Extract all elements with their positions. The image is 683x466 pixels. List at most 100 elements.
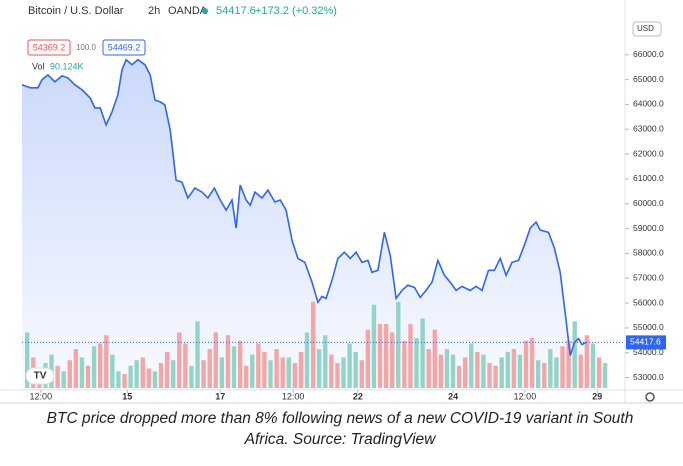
last-price-tag-label: 54417.6 [630, 337, 661, 347]
y-tick-label: 61000.0 [633, 173, 664, 183]
y-tick-label: 57000.0 [633, 273, 664, 283]
y-tick-label: 59000.0 [633, 223, 664, 233]
volume-bar [134, 360, 139, 388]
volume-bar [408, 324, 413, 388]
volume-bar [335, 363, 340, 388]
volume-bar [481, 354, 486, 388]
x-tick-label: 22 [353, 391, 363, 401]
currency[interactable]: USD [637, 24, 654, 33]
volume-bar [487, 363, 492, 388]
volume-bar [523, 340, 529, 388]
volume-bar [85, 365, 91, 388]
volume-bar [262, 351, 267, 388]
interval: 2h [148, 5, 160, 17]
y-tick-label: 65000.0 [633, 74, 664, 84]
y-tick-label: 53000.0 [633, 372, 664, 382]
source: OANDA [168, 5, 208, 17]
volume-bar [231, 346, 237, 388]
volume-bar [420, 318, 425, 388]
y-tick-label: 55000.0 [633, 322, 664, 332]
volume-bar [475, 351, 480, 388]
y-tick-label: 64000.0 [633, 99, 664, 109]
volume-bar [390, 332, 395, 388]
volume-title: Vol [32, 61, 45, 71]
volume-bar [402, 340, 407, 388]
volume-bar [91, 346, 97, 388]
volume-bar [463, 357, 468, 388]
volume-bar [292, 363, 298, 388]
volume-bar [237, 340, 243, 388]
last-price: 54417.6 [216, 5, 256, 17]
y-tick-label: 60000.0 [633, 198, 664, 208]
volume-bar [359, 360, 364, 388]
volume-bar [171, 360, 176, 388]
volume-bar [98, 343, 103, 388]
volume-bar [529, 338, 535, 388]
ask-box[interactable] [102, 39, 146, 56]
bid-box[interactable] [27, 39, 71, 56]
volume-bar [61, 371, 66, 388]
volume-bar [110, 354, 115, 388]
volume-bar [195, 321, 200, 388]
volume-bar [79, 357, 85, 388]
volume-bar [298, 351, 304, 388]
volume-bar [286, 357, 291, 388]
settings-icon[interactable] [645, 392, 655, 402]
volume-bar [432, 329, 437, 388]
volume-bar [371, 304, 377, 388]
volume-bar [225, 335, 231, 388]
x-tick-label: 12:00 [282, 391, 305, 401]
volume-bar [146, 368, 152, 388]
symbol: Bitcoin / U.S. Dollar [28, 5, 124, 17]
volume-bar [189, 365, 194, 388]
volume-bar [304, 332, 310, 388]
x-tick-label: 12:00 [30, 391, 53, 401]
x-tick-label: 29 [592, 391, 602, 401]
volume-bar [414, 338, 419, 388]
volume-bar [456, 365, 462, 388]
bid[interactable]: 54369.2 [33, 42, 66, 52]
logo-mark[interactable]: TV [34, 371, 47, 382]
ask[interactable]: 54469.2 [108, 42, 141, 52]
volume-bar [310, 301, 316, 388]
volume-bar [201, 360, 206, 388]
volume-bar [493, 365, 498, 388]
volume-bar [542, 363, 547, 388]
volume-bar [353, 351, 358, 388]
volume-bar [268, 360, 273, 388]
currency-button[interactable] [632, 21, 662, 37]
change: +173.2 (+0.32%) [255, 5, 337, 17]
volume-bar [572, 321, 577, 388]
volume-bar [511, 349, 517, 388]
volume-bar [250, 354, 255, 388]
volume-bar [73, 349, 79, 388]
volume-bar [177, 332, 182, 388]
spread: 100.0 [76, 43, 97, 52]
volume-bar [128, 365, 133, 388]
volume-bar [426, 349, 431, 388]
y-tick-label: 62000.0 [633, 148, 664, 158]
x-tick-label: 17 [215, 391, 225, 401]
volume-bar [158, 363, 164, 388]
x-tick-label: 12:00 [514, 391, 537, 401]
volume-bar [560, 346, 565, 388]
volume-bar [396, 301, 401, 388]
volume-bar [590, 343, 596, 388]
chart: Bitcoin / U.S. Dollar 2h OANDA 54417.6 +… [0, 0, 683, 404]
y-tick-label: 54000.0 [633, 347, 664, 357]
y-tick-label: 63000.0 [633, 124, 664, 134]
volume-bar [548, 349, 553, 388]
volume-bar [505, 351, 510, 388]
logo[interactable] [25, 367, 55, 385]
volume-bar [67, 360, 72, 388]
y-tick-label: 66000.0 [633, 49, 664, 59]
volume-bar [377, 324, 383, 388]
volume-bar [280, 357, 285, 388]
volume-bar [347, 343, 352, 388]
volume-bar [55, 365, 60, 388]
volume-bar [578, 354, 583, 388]
volume-bar [183, 343, 188, 388]
volume-bar [213, 332, 218, 388]
y-tick-label: 58000.0 [633, 248, 664, 258]
